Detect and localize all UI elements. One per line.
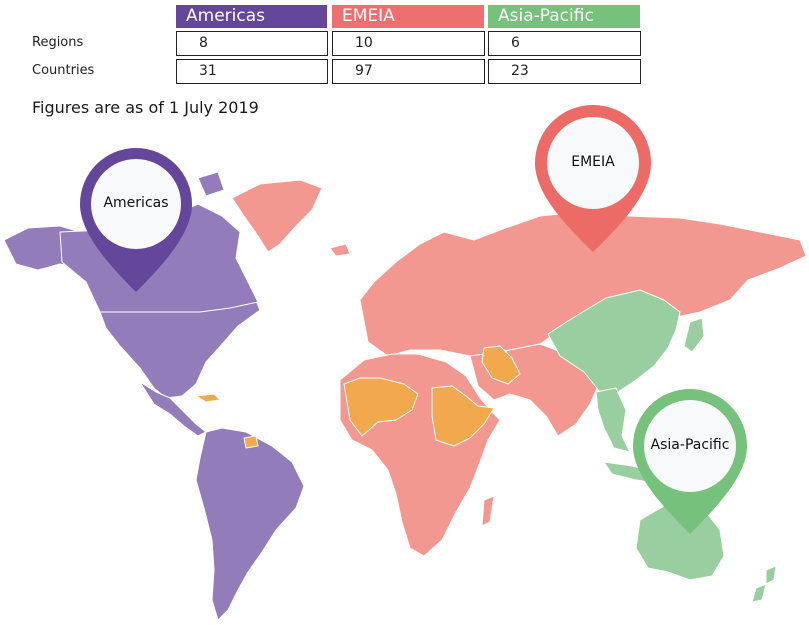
emeia-pin-label: EMEIA <box>571 154 615 170</box>
madagascar-region <box>481 495 495 527</box>
japan-region <box>683 317 705 353</box>
header-emeia: EMEIA <box>332 5 484 28</box>
cell-countries-asia-pacific: 23 <box>488 59 641 84</box>
cell-regions-emeia: 10 <box>332 31 485 56</box>
sahel-highlight <box>343 377 419 437</box>
cell-regions-asia-pacific: 6 <box>488 31 641 56</box>
row-label-regions: Regions <box>32 35 84 50</box>
as-of-note: Figures are as of 1 July 2019 <box>32 98 259 117</box>
header-asia-pacific: Asia-Pacific <box>488 5 640 28</box>
new-zealand-region <box>751 565 777 603</box>
cell-regions-americas: 8 <box>176 31 328 56</box>
emeia-pin <box>535 105 651 252</box>
east-asia-region <box>547 289 681 393</box>
iran-highlight <box>481 345 521 385</box>
iceland-region <box>329 243 351 257</box>
americas-pin <box>80 148 192 292</box>
greenland-region <box>231 179 323 253</box>
caribbean-highlight <box>195 393 259 449</box>
east-africa-highlight <box>431 385 495 447</box>
row-label-countries: Countries <box>32 63 95 78</box>
asia-pacific-pin <box>633 389 747 534</box>
americas-pin-label: Americas <box>103 195 169 211</box>
cell-countries-americas: 31 <box>176 59 328 84</box>
asia-pacific-pin-label: Asia-Pacific <box>650 437 730 453</box>
header-americas: Americas <box>176 5 327 28</box>
south-america-region <box>195 427 305 621</box>
cell-countries-emeia: 97 <box>332 59 485 84</box>
